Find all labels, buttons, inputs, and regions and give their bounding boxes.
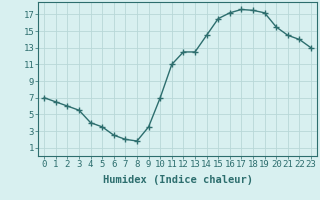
X-axis label: Humidex (Indice chaleur): Humidex (Indice chaleur)	[103, 175, 252, 185]
